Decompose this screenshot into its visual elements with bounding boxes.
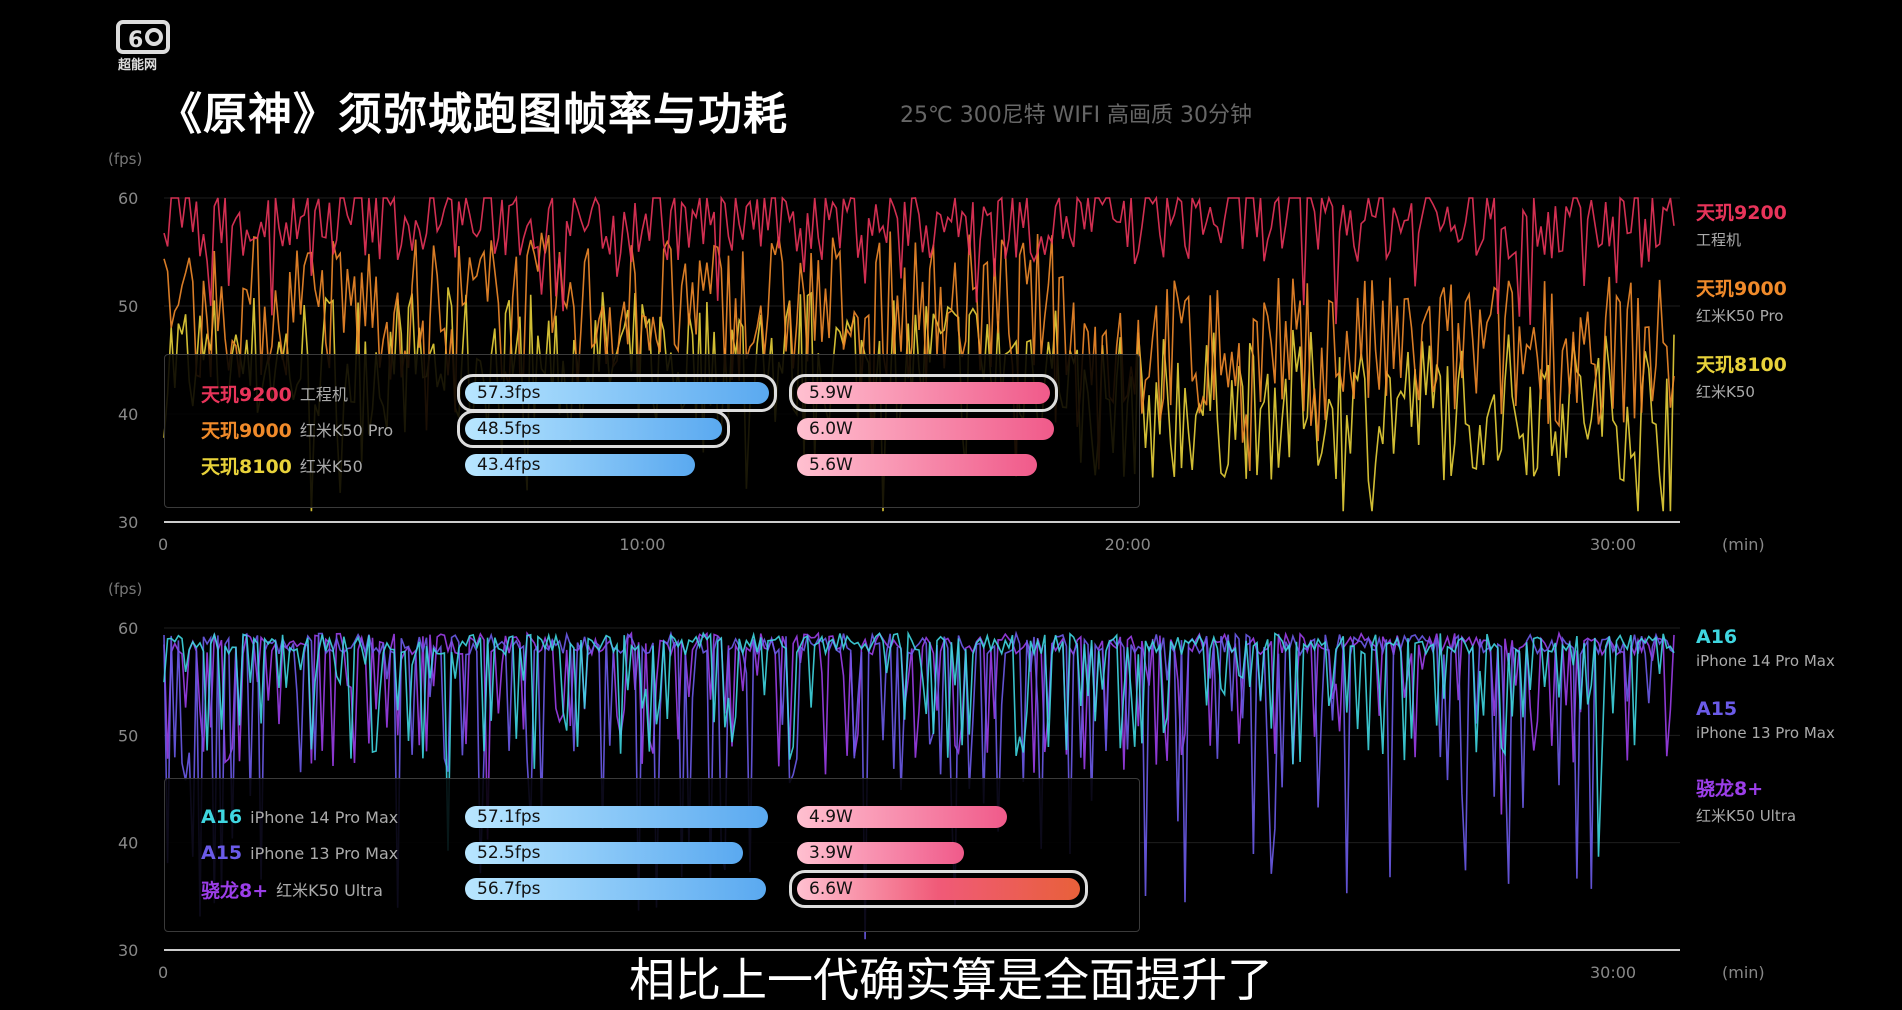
device-chip-name: A16: [201, 806, 243, 828]
power-bar: 4.9W: [797, 806, 1007, 828]
device-chip-name: 天玑9000: [201, 419, 292, 442]
power-value: 5.6W: [809, 455, 853, 475]
legend-entry: 天玑9200 工程机: [1696, 198, 1787, 250]
power-bar: 5.9W: [797, 382, 1050, 404]
y-tick-label: 30: [118, 941, 138, 960]
chart-subtitle: 25℃ 300尼特 WIFI 高画质 30分钟: [900, 103, 1253, 128]
svg-text:6: 6: [128, 28, 143, 53]
power-highlight-frame: [789, 374, 1058, 412]
legend-series-name: A16: [1696, 626, 1738, 648]
device-row: 天玑9000 红米K50 Pro: [201, 413, 393, 445]
y-tick-label: 40: [118, 405, 138, 424]
fps-value: 43.4fps: [477, 455, 541, 475]
power-value: 6.6W: [809, 879, 853, 899]
device-row: A15 iPhone 13 Pro Max: [201, 837, 398, 869]
device-model-name: 工程机: [299, 385, 348, 404]
legend-series-model: 红米K50 Ultra: [1696, 807, 1797, 825]
fps-bar: 43.4fps: [465, 454, 696, 476]
fps-highlight-frame: [457, 410, 731, 448]
power-value: 3.9W: [809, 843, 853, 863]
x-tick-label: 0: [158, 963, 168, 982]
power-bar: 3.9W: [797, 842, 965, 864]
fps-highlight-frame: [457, 374, 777, 412]
power-value: 6.0W: [809, 419, 853, 439]
power-bar: 5.6W: [797, 454, 1037, 476]
fps-value: 57.3fps: [477, 383, 541, 403]
legend-entry: 骁龙8+ 红米K50 Ultra: [1696, 774, 1796, 826]
logo-text: 超能网: [118, 58, 158, 73]
device-row: A16 iPhone 14 Pro Max: [201, 801, 398, 833]
legend-series-model: 工程机: [1696, 231, 1742, 249]
legend-series-name: 骁龙8+: [1696, 778, 1764, 800]
device-model-name: iPhone 13 Pro Max: [250, 843, 399, 863]
video-caption: 相比上一代确实算是全面提升了: [629, 953, 1273, 1007]
x-tick-label: 0: [158, 535, 168, 554]
chart-title: 《原神》须弥城跑图帧率与功耗: [158, 89, 788, 140]
device-model-name: iPhone 14 Pro Max: [250, 807, 399, 827]
legend-series-model: iPhone 14 Pro Max: [1696, 652, 1835, 670]
y-tick-label: 60: [118, 189, 138, 208]
power-highlight-frame: [789, 870, 1088, 908]
legend-entry: A15 iPhone 13 Pro Max: [1696, 698, 1835, 742]
legend-panel-top: 天玑9200 工程机 57.3fps 5.9W 天玑9000 红米K50 Pro 48.5f…: [164, 354, 1140, 508]
device-chip-name: 骁龙8+: [201, 879, 269, 902]
legend-series-name: A15: [1696, 698, 1738, 720]
fps-value: 52.5fps: [477, 843, 541, 863]
x-tick-label: 30:00: [1590, 535, 1636, 554]
y-tick-label: 60: [118, 619, 138, 638]
device-model-name: 红米K50 Ultra: [276, 881, 383, 900]
series-line: [163, 195, 1675, 325]
x-tick-label: 10:00: [619, 535, 665, 554]
x-axis-label: (min): [1722, 963, 1765, 982]
fps-value: 56.7fps: [477, 879, 541, 899]
device-row: 天玑9200 工程机: [201, 377, 348, 409]
y-axis-label: (fps): [108, 150, 142, 168]
legend-series-name: 天玑8100: [1696, 354, 1787, 376]
legend-series-name: 天玑9000: [1696, 278, 1787, 300]
legend-series-model: iPhone 13 Pro Max: [1696, 724, 1835, 742]
legend-series-model: 红米K50: [1696, 383, 1755, 401]
legend-series-model: 红米K50 Pro: [1696, 307, 1784, 325]
device-chip-name: 天玑9200: [201, 383, 292, 406]
logo-icon: 6: [116, 20, 170, 54]
legend-panel-bottom: A16 iPhone 14 Pro Max 57.1fps 4.9W A15 iPhone…: [164, 778, 1140, 932]
legend-series-name: 天玑9200: [1696, 202, 1787, 224]
x-tick-label: 20:00: [1105, 535, 1151, 554]
fps-bar: 57.1fps: [465, 806, 768, 828]
fps-value: 57.1fps: [477, 807, 541, 827]
y-tick-label: 30: [118, 513, 138, 532]
legend-entry: 天玑8100 红米K50: [1696, 350, 1787, 402]
legend-entry: A16 iPhone 14 Pro Max: [1696, 626, 1835, 670]
power-value: 5.9W: [809, 383, 853, 403]
device-chip-name: 天玑8100: [201, 455, 292, 478]
fps-bar: 52.5fps: [465, 842, 744, 864]
y-tick-label: 50: [118, 726, 138, 745]
series-line: [163, 630, 1675, 857]
x-tick-label: 30:00: [1590, 963, 1636, 982]
fps-bar: 56.7fps: [465, 878, 766, 900]
device-row: 骁龙8+ 红米K50 Ultra: [201, 873, 383, 905]
power-bar: 6.0W: [797, 418, 1055, 440]
power-bar: 6.6W: [797, 878, 1080, 900]
device-model-name: 红米K50 Pro: [299, 421, 394, 440]
power-value: 4.9W: [809, 807, 853, 827]
device-row: 天玑8100 红米K50: [201, 449, 363, 481]
fps-value: 48.5fps: [477, 419, 541, 439]
device-model-name: 红米K50: [299, 457, 363, 476]
series-line: [163, 231, 1675, 478]
fps-bar: 57.3fps: [465, 382, 769, 404]
y-tick-label: 40: [118, 834, 138, 853]
fps-bar: 48.5fps: [465, 418, 723, 440]
legend-entry: 天玑9000 红米K50 Pro: [1696, 274, 1787, 326]
y-axis-label: (fps): [108, 580, 142, 598]
y-tick-label: 50: [118, 297, 138, 316]
x-axis-label: (min): [1722, 535, 1765, 554]
device-chip-name: A15: [201, 842, 243, 864]
